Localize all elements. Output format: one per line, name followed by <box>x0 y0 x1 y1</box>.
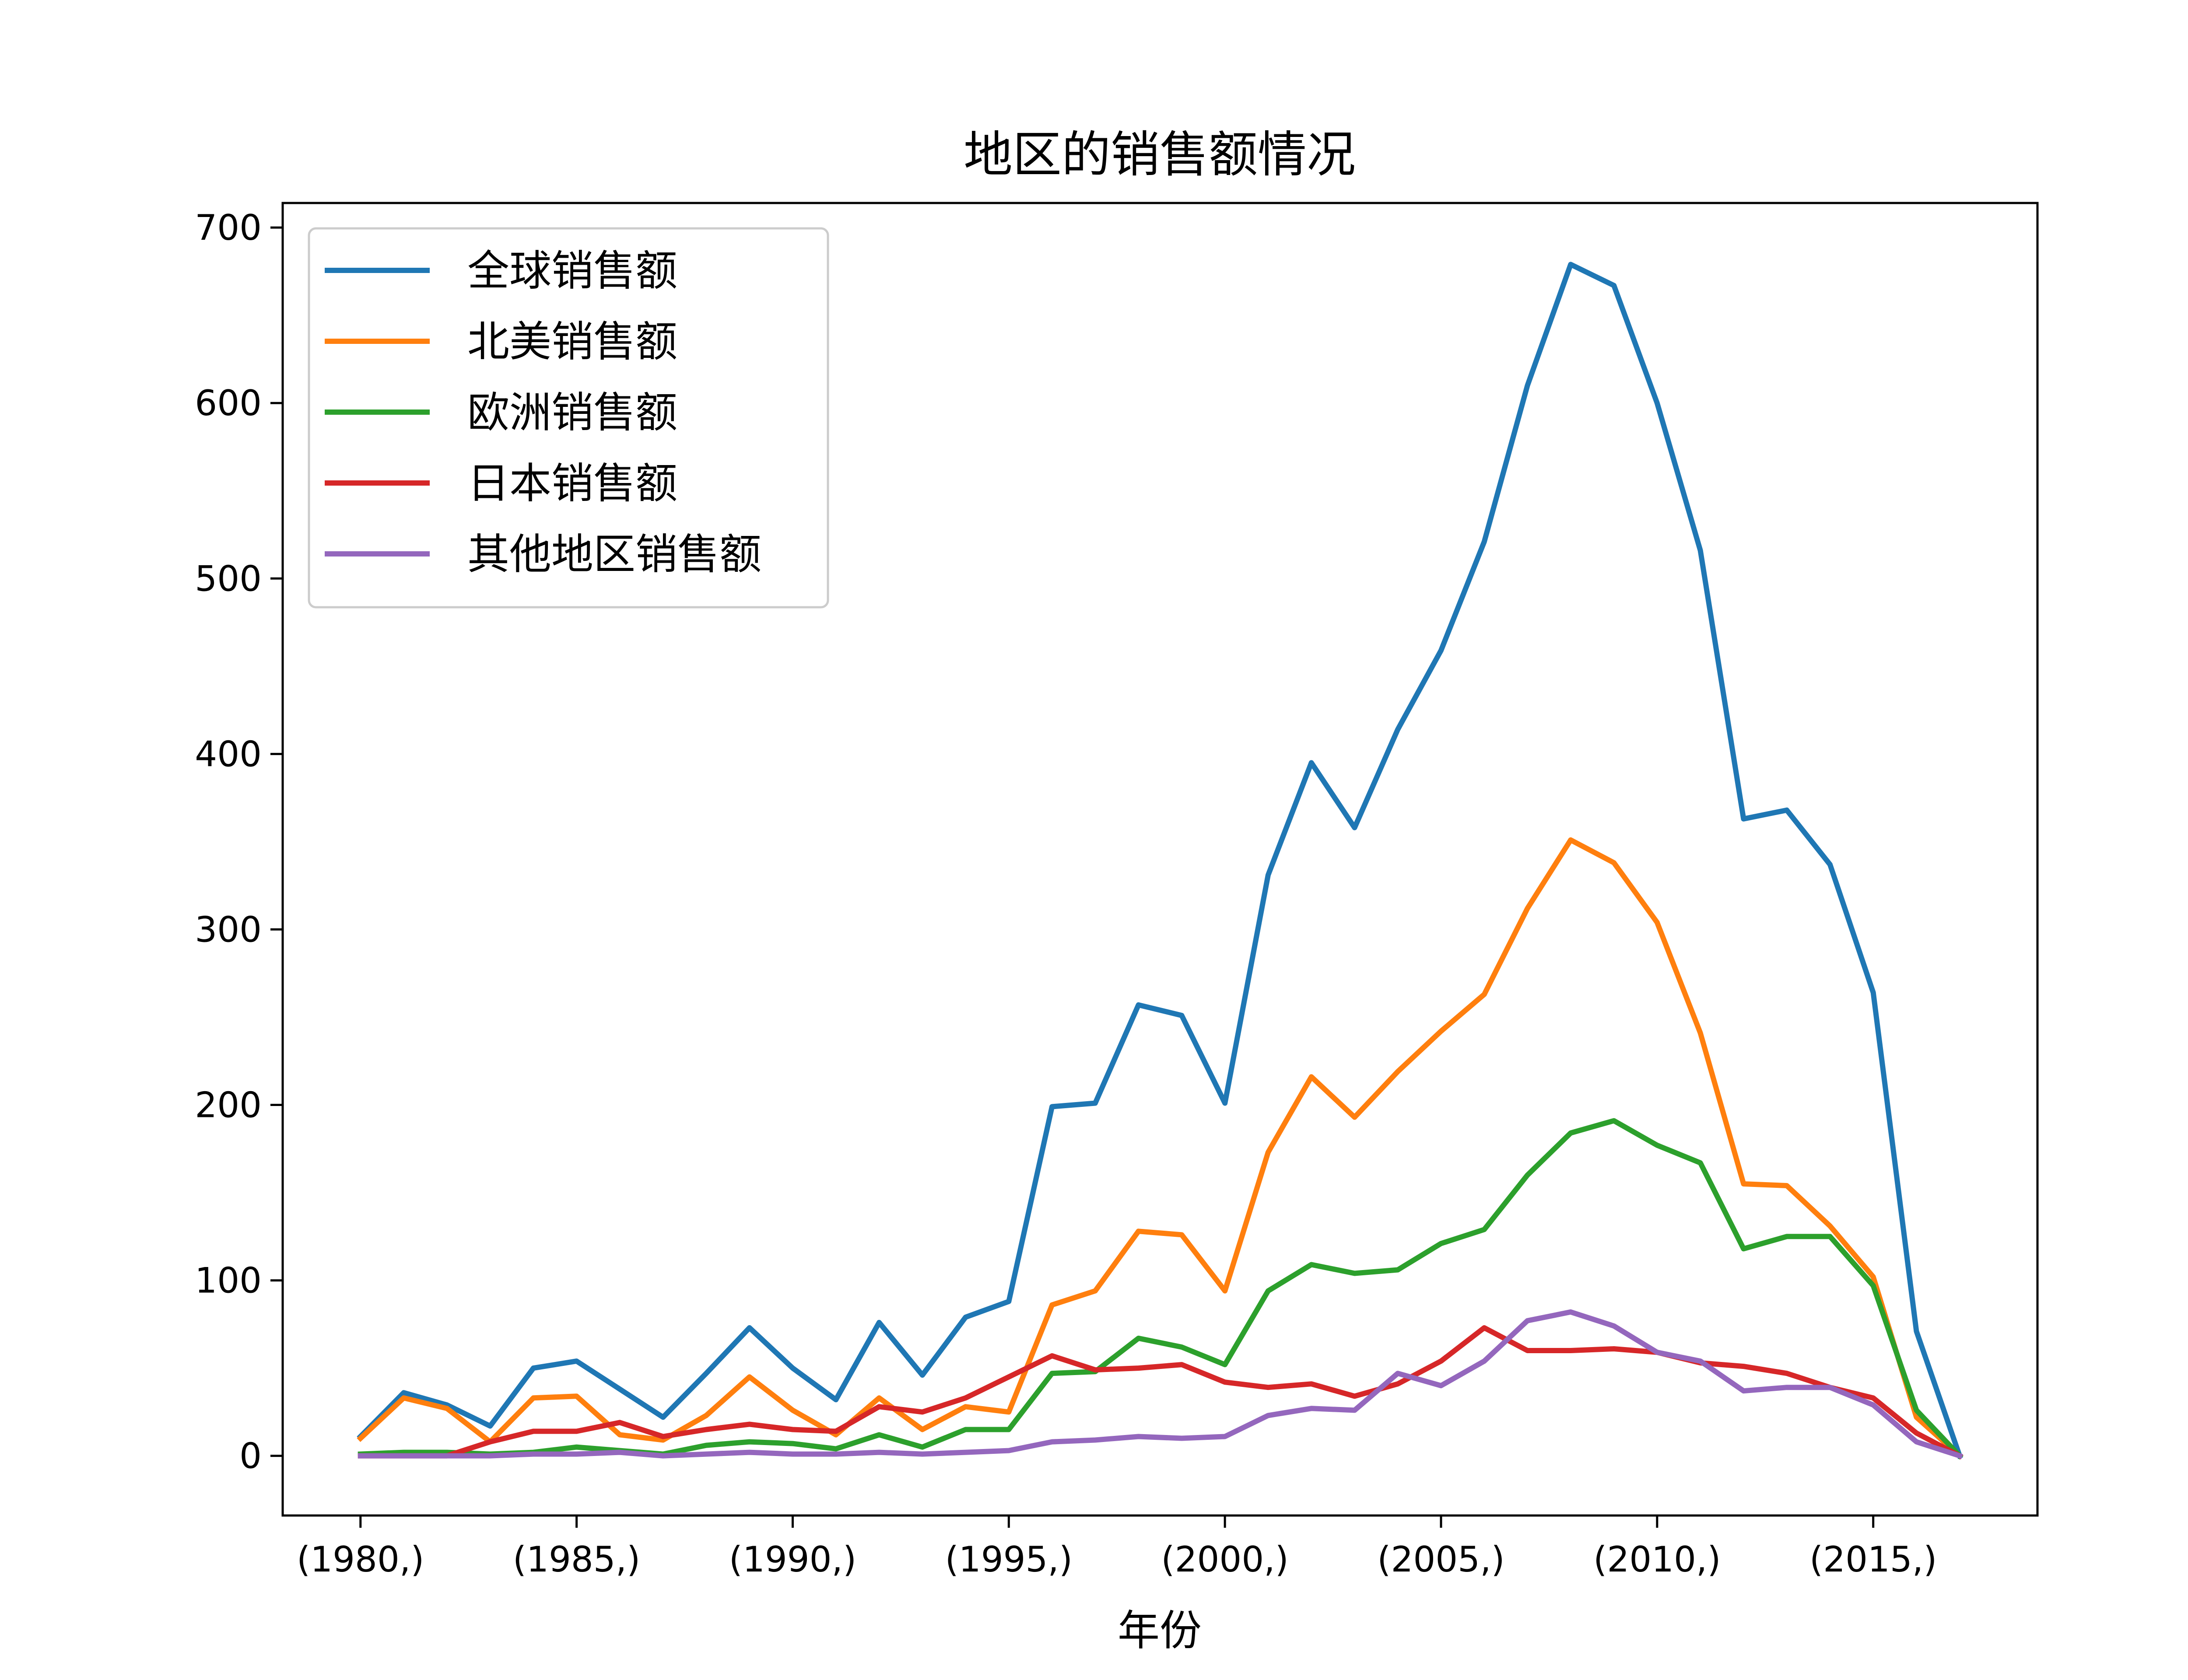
legend-label-2: 北美销售额 <box>467 317 677 366</box>
y-tick-label: 500 <box>195 558 262 599</box>
x-tick-label: (2005,) <box>1377 1539 1504 1580</box>
y-tick-label: 200 <box>195 1085 262 1125</box>
x-tick-label: (1985,) <box>513 1539 640 1580</box>
series-line-2 <box>357 837 1964 1460</box>
legend-label-5: 其他地区销售额 <box>467 530 761 579</box>
y-tick-label: 700 <box>195 207 262 248</box>
x-tick-label: (2015,) <box>1809 1539 1937 1580</box>
legend-label-4: 日本销售额 <box>467 459 677 508</box>
x-tick-label: (2000,) <box>1161 1539 1288 1580</box>
y-tick-label: 0 <box>239 1436 262 1477</box>
series-layer <box>357 262 1964 1460</box>
x-axis-label: 年份 <box>1118 1606 1202 1655</box>
legend-frame <box>308 227 829 609</box>
legend-label-3: 欧洲销售额 <box>467 388 677 437</box>
x-tick-label: (1995,) <box>945 1539 1073 1580</box>
series-line-5 <box>358 1309 1963 1460</box>
y-tick-label: 100 <box>195 1260 262 1301</box>
x-tick-label: (2010,) <box>1593 1539 1721 1580</box>
series-line-1 <box>357 262 1963 1460</box>
y-tick-label: 400 <box>195 734 262 774</box>
chart-title: 地区的销售额情况 <box>964 126 1356 183</box>
x-axis: (1980,) (1985,) (1990,) (1995,) (2000,) (2005… <box>297 1516 1937 1580</box>
x-tick-label: (1980,) <box>297 1539 424 1580</box>
legend-label-1: 全球销售额 <box>467 246 677 295</box>
y-axis: 0 100 200 300 400 500 600 700 <box>195 207 283 1477</box>
y-tick-label: 600 <box>195 383 262 424</box>
plot-frame <box>281 202 2039 1517</box>
x-tick-label: (1990,) <box>729 1539 856 1580</box>
y-tick-label: 300 <box>195 909 262 950</box>
